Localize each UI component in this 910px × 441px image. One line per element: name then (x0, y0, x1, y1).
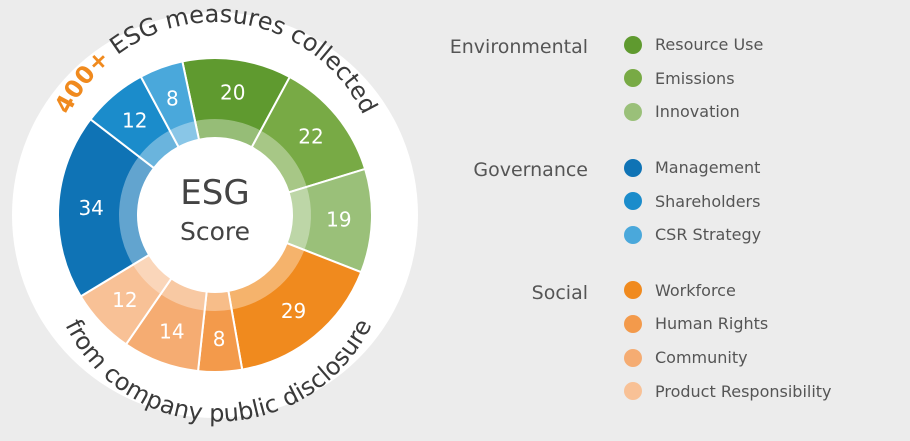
legend-item: Product Responsibility (624, 374, 890, 408)
legend-item: CSR Strategy (624, 218, 890, 252)
segment-inner-band (138, 130, 179, 169)
legend-swatch (624, 69, 642, 88)
legend-item: Management (624, 151, 890, 185)
legend-swatch (624, 225, 642, 244)
legend-swatch (624, 102, 642, 121)
legend-group-social: Social Workforce Human Rights Community … (450, 274, 890, 408)
legend-item: Human Rights (624, 307, 890, 341)
legend-label: CSR Strategy (655, 225, 762, 245)
legend-swatch (624, 314, 642, 333)
inner-band-group (119, 119, 312, 311)
segment-inner-band (160, 278, 207, 311)
legend-label: Workforce (655, 280, 736, 300)
segment-inner-band (228, 243, 305, 310)
legend-item: Workforce (624, 274, 890, 308)
legend-label: Resource Use (655, 35, 764, 55)
legend-swatch (624, 382, 642, 401)
legend-group-governance: Governance Management Shareholders CSR S… (450, 151, 890, 252)
segments-group (57, 57, 373, 373)
center-circle (138, 138, 292, 292)
legend-item: Community (624, 341, 890, 375)
segment-value-label: 8 (213, 327, 226, 351)
legend-label: Shareholders (655, 191, 761, 211)
legend-swatch (624, 192, 642, 211)
legend-swatch (624, 35, 642, 54)
legend-group-title: Environmental (449, 36, 588, 58)
segment-inner-band (169, 121, 199, 148)
legend-item: Emissions (624, 62, 890, 96)
segment-value-label: 14 (159, 319, 184, 343)
legend-item: Innovation (624, 95, 890, 129)
legend-swatch (624, 158, 642, 177)
segment-inner-band (132, 254, 172, 295)
legend-label: Emissions (655, 68, 735, 88)
segment-inner-band (204, 290, 232, 311)
segment-labels-group: 20 22 19 29 8 14 12 34 12 8 (78, 80, 351, 351)
legend: Environmental Resource Use Emissions Inn… (450, 28, 890, 430)
legend-group-title: Governance (473, 158, 588, 181)
segment-value-label: 8 (166, 87, 179, 111)
center-title: ESG (180, 173, 249, 213)
segment-value-label: 22 (298, 124, 323, 148)
segment-value-label: 19 (326, 208, 351, 232)
segment-value-label: 12 (122, 108, 147, 132)
legend-swatch (624, 348, 642, 367)
center-subtitle: Score (180, 217, 250, 246)
segment-value-label: 20 (220, 80, 245, 104)
segment-inner-band (286, 186, 312, 250)
legend-group-environmental: Environmental Resource Use Emissions Inn… (450, 28, 890, 129)
segment-value-label: 29 (281, 299, 306, 323)
segment-value-label: 12 (112, 288, 137, 312)
segment-value-label: 34 (78, 196, 103, 220)
legend-item: Shareholders (624, 184, 890, 218)
segment-inner-band (195, 119, 261, 148)
legend-group-title: Social (531, 281, 588, 304)
legend-label: Human Rights (655, 314, 769, 334)
segment-inner-band (119, 156, 154, 265)
legend-label: Management (655, 158, 761, 178)
legend-label: Community (655, 348, 748, 368)
legend-label: Innovation (655, 102, 740, 122)
legend-item: Resource Use (624, 28, 890, 62)
legend-swatch (624, 281, 642, 300)
esg-donut-chart: 20 22 19 29 8 14 12 34 12 8 ESG Score 400+ ESG me… (0, 0, 440, 441)
segment-inner-band (251, 130, 307, 193)
legend-label: Product Responsibility (655, 381, 832, 401)
